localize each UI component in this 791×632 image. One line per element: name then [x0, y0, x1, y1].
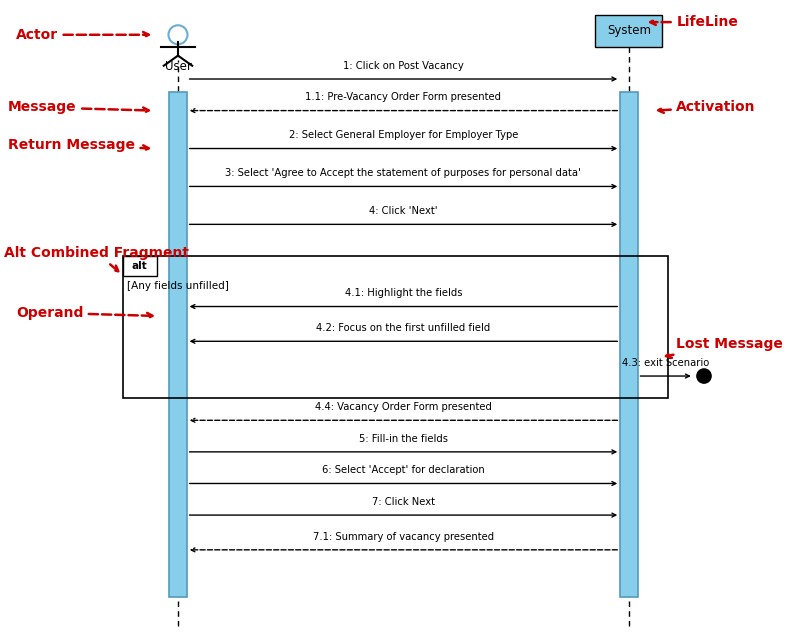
Text: 7: Click Next: 7: Click Next	[372, 497, 435, 507]
Text: 1.1: Pre-Vacancy Order Form presented: 1.1: Pre-Vacancy Order Form presented	[305, 92, 501, 102]
FancyBboxPatch shape	[169, 92, 187, 597]
FancyBboxPatch shape	[123, 256, 157, 276]
Text: LifeLine: LifeLine	[650, 15, 738, 29]
Text: Operand: Operand	[16, 306, 153, 320]
Text: Actor: Actor	[16, 28, 149, 42]
Text: Alt Combined Fragment: Alt Combined Fragment	[4, 246, 189, 271]
Text: [Any fields unfilled]: [Any fields unfilled]	[127, 281, 229, 291]
Text: Return Message: Return Message	[8, 138, 149, 152]
Ellipse shape	[697, 369, 711, 383]
Text: 3: Select 'Agree to Accept the statement of purposes for personal data': 3: Select 'Agree to Accept the statement…	[225, 168, 581, 178]
Text: System: System	[607, 25, 651, 37]
Text: alt: alt	[132, 261, 147, 271]
FancyBboxPatch shape	[596, 15, 663, 47]
Text: User: User	[165, 60, 191, 73]
Text: 2: Select General Employer for Employer Type: 2: Select General Employer for Employer …	[289, 130, 518, 140]
Text: 1: Click on Post Vacancy: 1: Click on Post Vacancy	[343, 61, 464, 71]
Text: Activation: Activation	[658, 100, 756, 114]
Text: 4.1: Highlight the fields: 4.1: Highlight the fields	[345, 288, 462, 298]
Text: 7.1: Summary of vacancy presented: 7.1: Summary of vacancy presented	[313, 532, 494, 542]
Text: 4.3: exit Scenario: 4.3: exit Scenario	[622, 358, 710, 368]
Text: 4.4: Vacancy Order Form presented: 4.4: Vacancy Order Form presented	[315, 402, 492, 412]
Text: 5: Fill-in the fields: 5: Fill-in the fields	[359, 434, 448, 444]
FancyBboxPatch shape	[620, 92, 638, 597]
Text: Message: Message	[8, 100, 149, 114]
Text: 4: Click 'Next': 4: Click 'Next'	[369, 206, 437, 216]
Text: 6: Select 'Accept' for declaration: 6: Select 'Accept' for declaration	[322, 465, 485, 475]
Text: Lost Message: Lost Message	[666, 337, 783, 358]
Text: 4.2: Focus on the first unfilled field: 4.2: Focus on the first unfilled field	[316, 323, 490, 333]
